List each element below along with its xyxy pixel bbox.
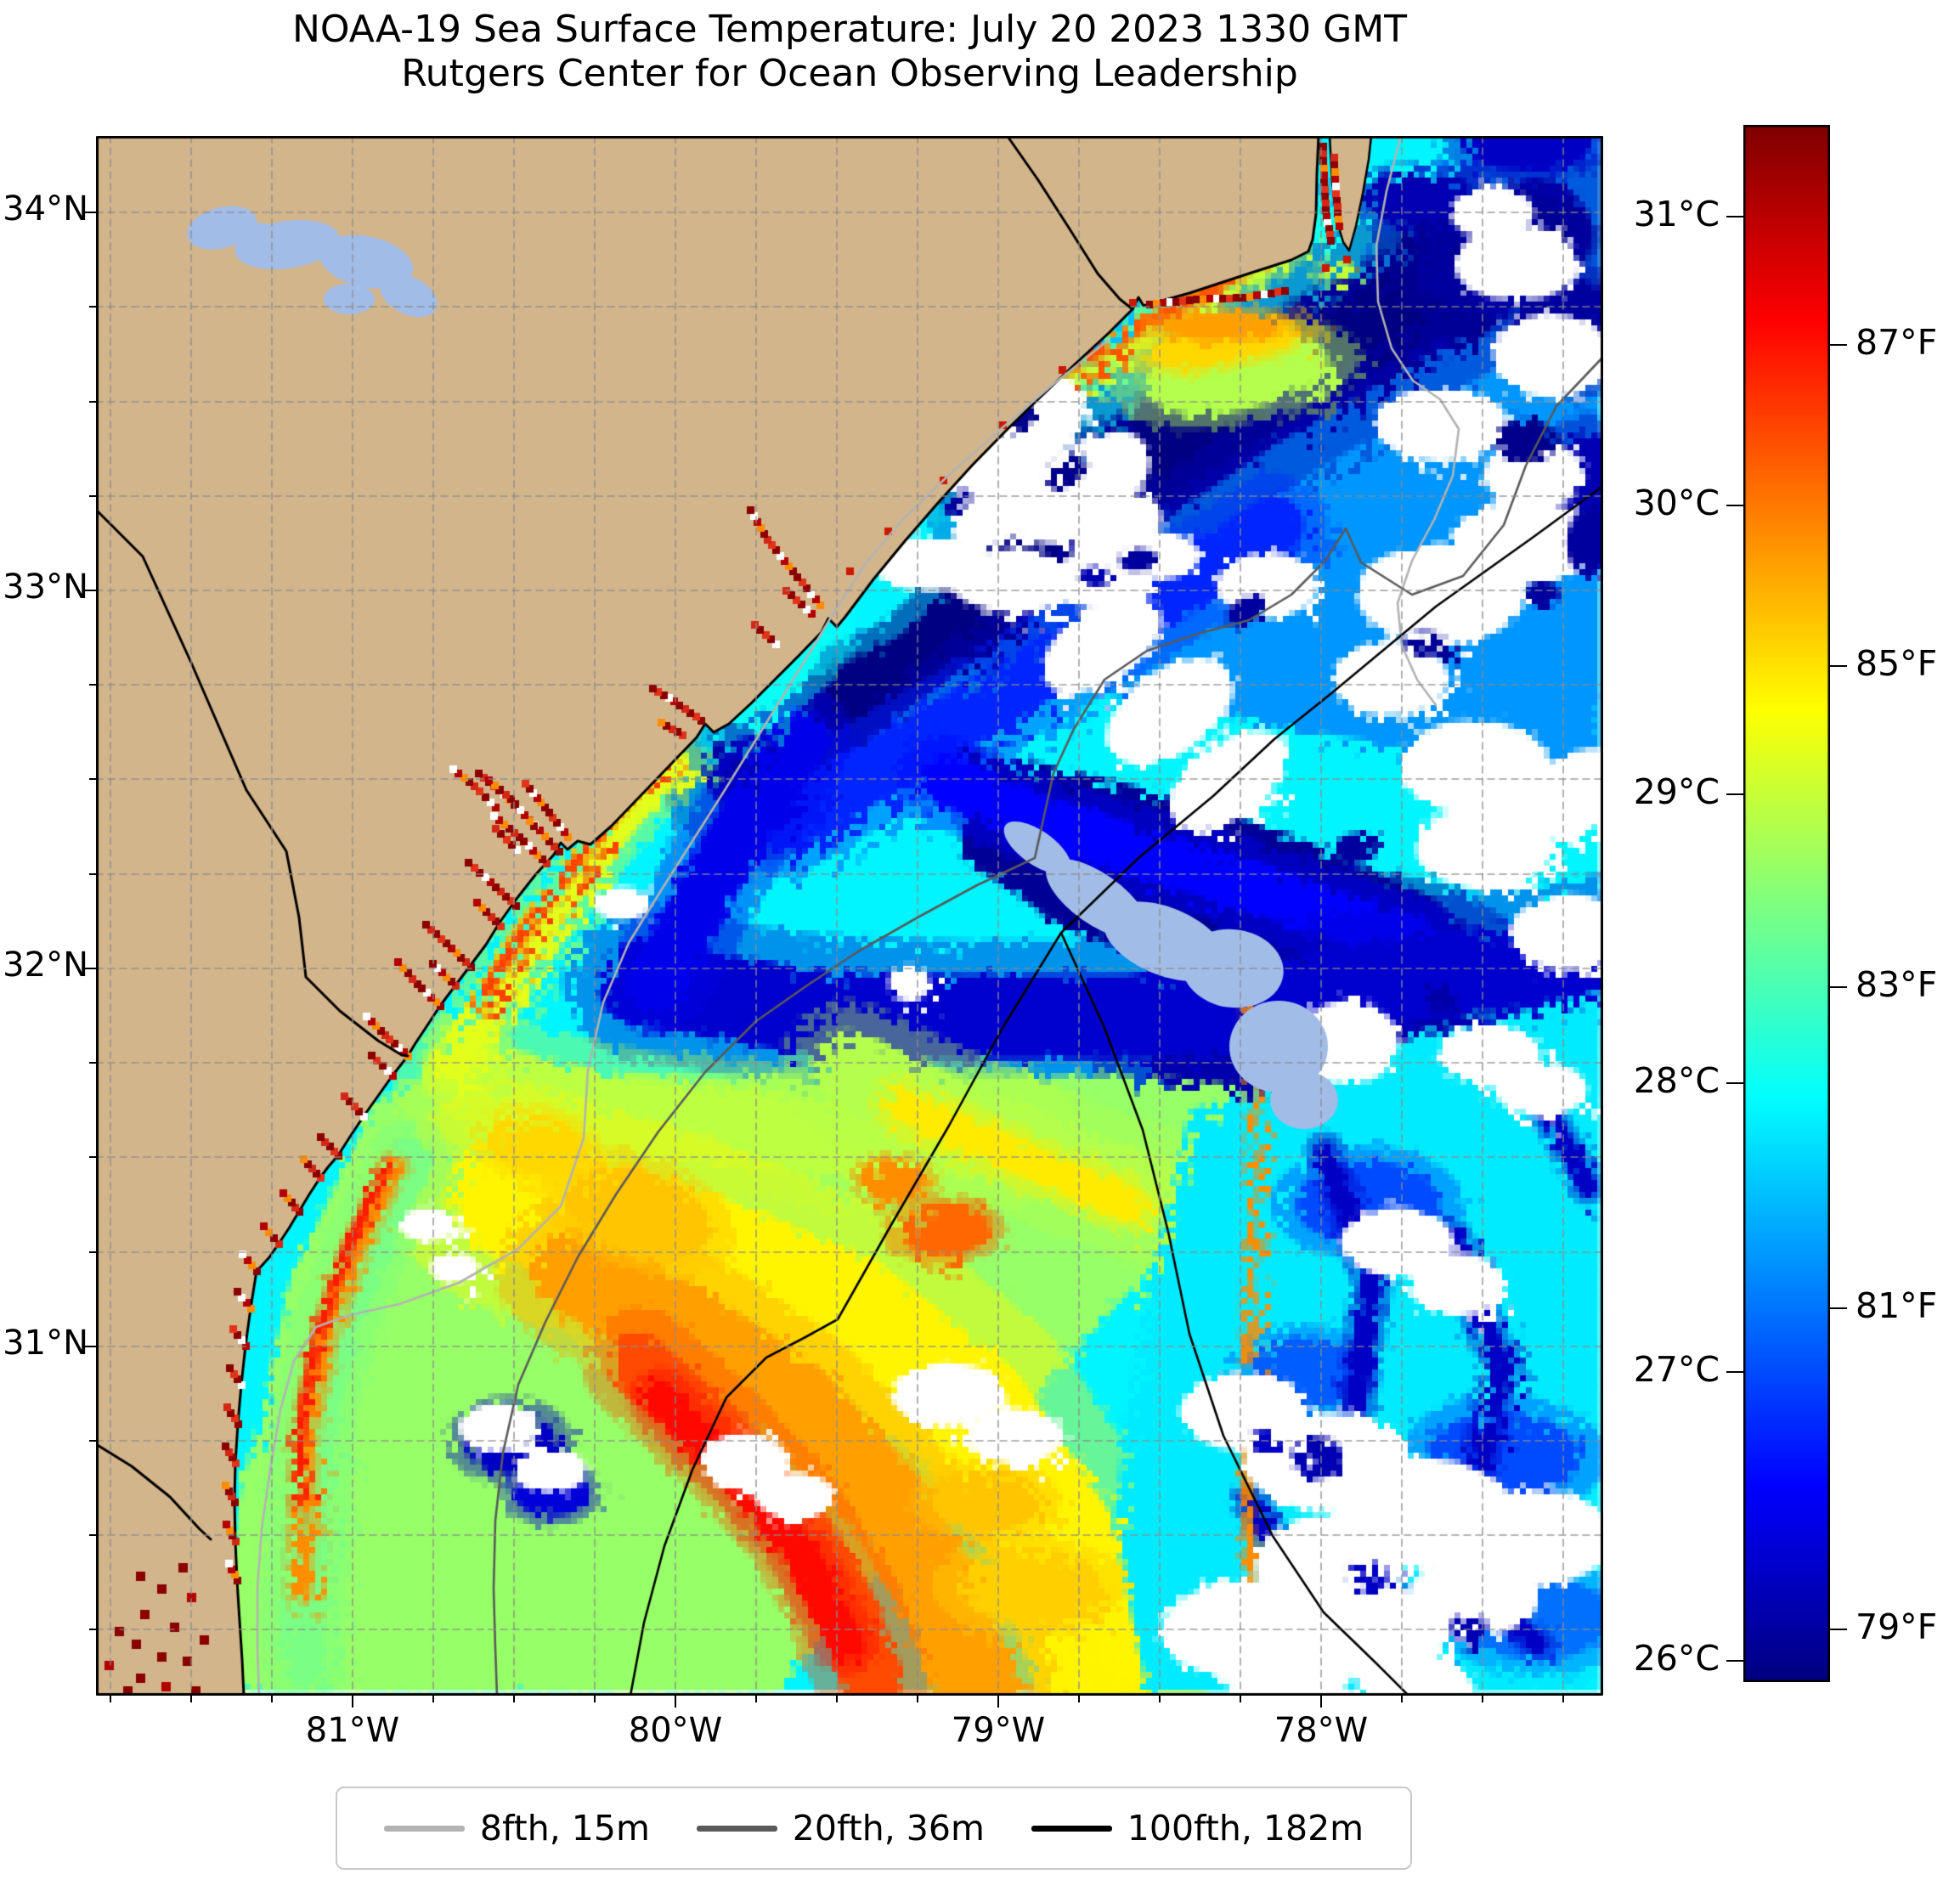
lon-minor-tick	[1159, 1696, 1161, 1702]
lon-minor-tick	[594, 1696, 596, 1702]
figure-subtitle: Rutgers Center for Ocean Observing Leade…	[401, 52, 1298, 95]
lon-minor-tick	[1562, 1696, 1564, 1702]
colorbar-fahrenheit-tick	[1830, 664, 1847, 668]
lon-minor-tick	[1401, 1696, 1403, 1702]
colorbar-celsius-tick	[1726, 1659, 1743, 1663]
colorbar-celsius-tick	[1726, 215, 1743, 218]
lat-tick-label: 33°N	[3, 567, 88, 607]
lon-minor-tick	[917, 1696, 918, 1702]
legend-item-20fth: 20fth, 36m	[696, 1808, 985, 1849]
figure-title: NOAA-19 Sea Surface Temperature: July 20…	[291, 8, 1408, 51]
colorbar-fahrenheit-tick	[1830, 343, 1847, 347]
lon-major-tick	[674, 1696, 677, 1708]
lon-tick-label: 79°W	[951, 1711, 1046, 1750]
colorbar-fahrenheit-label: 81°F	[1856, 1285, 1938, 1326]
colorbar-fahrenheit-label: 83°F	[1856, 964, 1938, 1005]
colorbar-celsius-tick	[1726, 793, 1743, 796]
lat-tick-label: 32°N	[3, 946, 88, 985]
lat-minor-tick	[89, 873, 96, 875]
legend-line-100fth	[1031, 1825, 1112, 1832]
lon-minor-tick	[836, 1696, 838, 1702]
colorbar-fahrenheit-label: 79°F	[1856, 1606, 1938, 1647]
legend-label-100fth: 100fth, 182m	[1127, 1808, 1364, 1849]
lon-minor-tick	[110, 1696, 111, 1702]
colorbar-celsius-tick	[1726, 1081, 1743, 1085]
lon-minor-tick	[1078, 1696, 1080, 1702]
lon-major-tick	[997, 1696, 1000, 1708]
lon-major-tick	[351, 1696, 354, 1708]
lat-minor-tick	[89, 495, 96, 497]
lon-major-tick	[1319, 1696, 1323, 1708]
legend-label-8fth: 8fth, 15m	[479, 1808, 650, 1849]
legend-line-20fth	[696, 1825, 777, 1832]
colorbar-fahrenheit-tick	[1830, 1307, 1847, 1310]
colorbar	[1743, 125, 1830, 1682]
colorbar-fahrenheit-label: 85°F	[1856, 643, 1938, 684]
lat-minor-tick	[89, 1062, 96, 1064]
colorbar-celsius-tick	[1726, 504, 1743, 507]
lon-tick-label: 81°W	[305, 1711, 400, 1750]
lat-major-tick	[84, 211, 96, 214]
depth-contour-legend: 8fth, 15m 20fth, 36m 100fth, 182m	[336, 1787, 1412, 1870]
lon-minor-tick	[432, 1696, 434, 1702]
colorbar-celsius-label: 29°C	[1633, 771, 1720, 812]
legend-item-8fth: 8fth, 15m	[383, 1808, 650, 1849]
lat-tick-label: 34°N	[3, 189, 88, 229]
lon-tick-label: 80°W	[628, 1711, 723, 1750]
lat-minor-tick	[89, 1440, 96, 1442]
sst-map	[96, 136, 1603, 1696]
colorbar-celsius-tick	[1726, 1370, 1743, 1374]
lat-minor-tick	[89, 778, 96, 780]
lat-minor-tick	[89, 1534, 96, 1536]
lon-minor-tick	[271, 1696, 273, 1702]
colorbar-celsius-label: 31°C	[1633, 194, 1720, 234]
lat-minor-tick	[89, 401, 96, 403]
lat-minor-tick	[89, 1251, 96, 1253]
lat-major-tick	[84, 1345, 96, 1348]
lat-minor-tick	[89, 1629, 96, 1630]
colorbar-fahrenheit-tick	[1830, 985, 1847, 989]
colorbar-fahrenheit-label: 87°F	[1856, 322, 1938, 363]
lat-minor-tick	[89, 684, 96, 686]
legend-item-100fth: 100fth, 182m	[1031, 1808, 1364, 1849]
legend-line-8fth	[383, 1825, 465, 1832]
lat-minor-tick	[89, 306, 96, 308]
colorbar-celsius-label: 30°C	[1633, 483, 1720, 523]
lon-minor-tick	[1240, 1696, 1241, 1702]
lat-major-tick	[84, 589, 96, 592]
lon-minor-tick	[190, 1696, 192, 1702]
lat-major-tick	[84, 967, 96, 970]
lon-minor-tick	[1482, 1696, 1483, 1702]
lat-tick-label: 31°N	[3, 1324, 88, 1363]
lon-minor-tick	[513, 1696, 515, 1702]
colorbar-celsius-label: 27°C	[1633, 1349, 1720, 1390]
colorbar-fahrenheit-tick	[1830, 1628, 1847, 1631]
colorbar-celsius-label: 26°C	[1633, 1638, 1720, 1679]
lon-minor-tick	[755, 1696, 757, 1702]
lon-tick-label: 78°W	[1274, 1711, 1369, 1750]
colorbar-celsius-label: 28°C	[1633, 1060, 1720, 1101]
lat-minor-tick	[89, 1156, 96, 1158]
legend-label-20fth: 20fth, 36m	[792, 1808, 985, 1849]
